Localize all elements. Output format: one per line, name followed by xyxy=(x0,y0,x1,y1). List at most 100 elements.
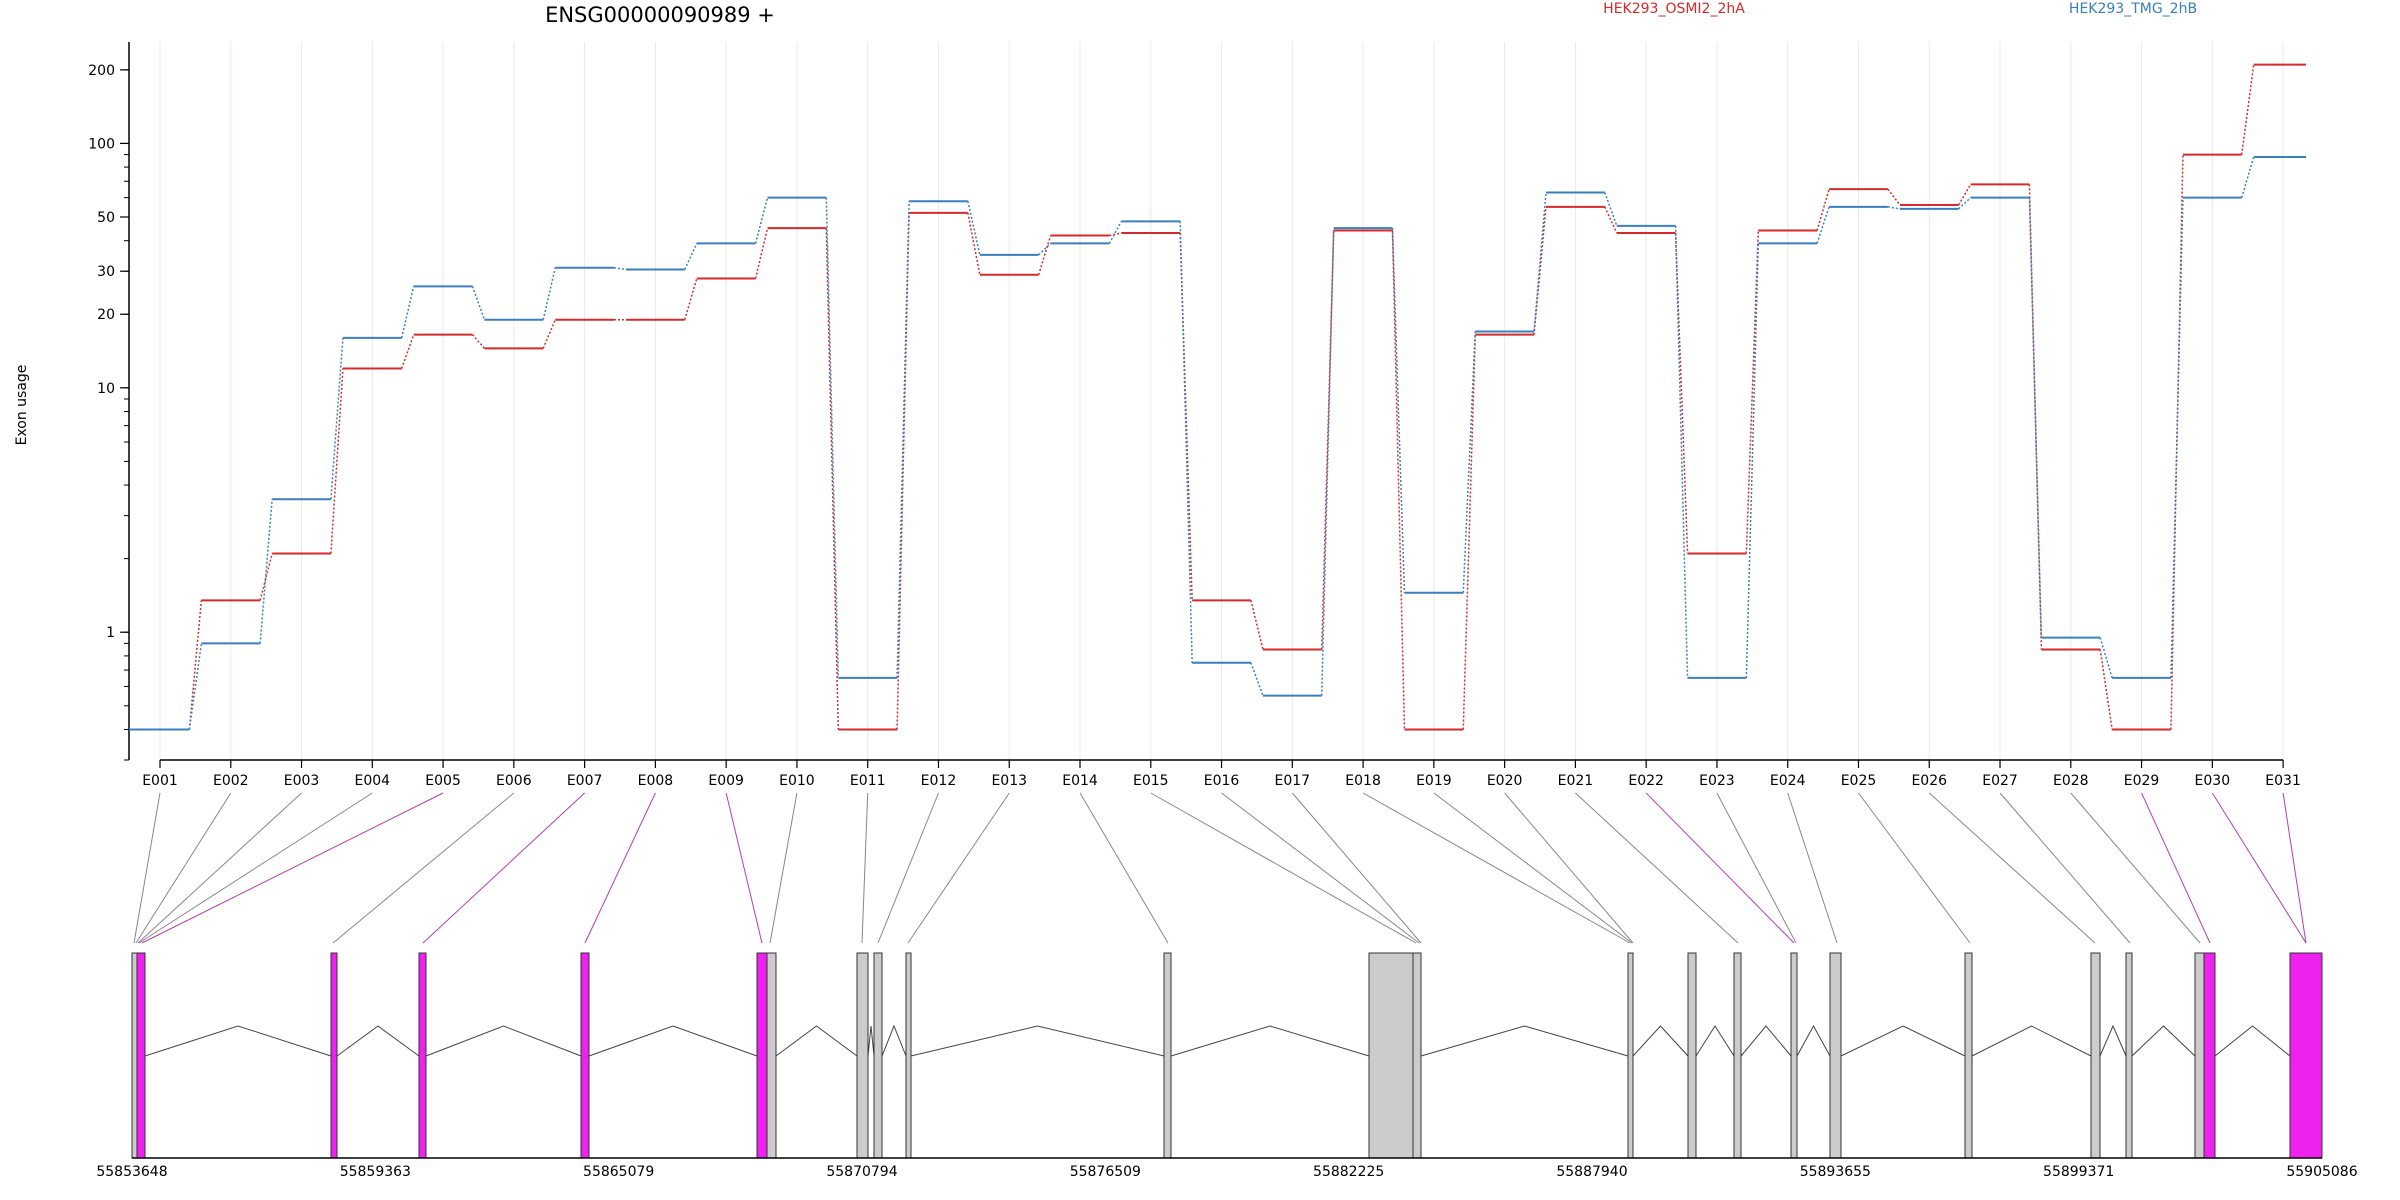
exon-block xyxy=(2090,952,2101,1159)
series-connector xyxy=(1745,243,1760,678)
intron-line xyxy=(1840,1025,1966,1057)
intron-line xyxy=(1632,1025,1689,1057)
exon-block xyxy=(1790,952,1798,1159)
exon-block xyxy=(766,952,777,1159)
exon-connector xyxy=(877,792,939,944)
exon-connector xyxy=(1362,792,1631,944)
series-connector xyxy=(1109,232,1122,237)
exon-connector xyxy=(2070,792,2201,944)
exon-connectors xyxy=(133,792,2307,944)
series-connector xyxy=(259,553,273,601)
intron-line xyxy=(1971,1025,2092,1057)
exon-block xyxy=(756,952,768,1159)
exon-block xyxy=(1412,952,1422,1159)
series-connector xyxy=(1320,228,1335,696)
series-connector xyxy=(471,334,486,349)
series-connector xyxy=(2240,64,2255,155)
series-connector xyxy=(825,228,840,730)
x-tick-label: E030 xyxy=(2195,773,2231,789)
y-tick-label: 20 xyxy=(97,307,115,323)
x-tick-label: E023 xyxy=(1699,773,1735,789)
genomic-tick-label: 55859363 xyxy=(340,1164,411,1180)
exon-connector xyxy=(422,792,585,944)
exon-connector xyxy=(2141,792,2211,944)
exon-connector xyxy=(725,792,763,944)
x-tick-label: E013 xyxy=(991,773,1027,789)
x-tick-label: E028 xyxy=(2053,773,2089,789)
intron-line xyxy=(588,1025,758,1057)
genomic-tick-label: 55853648 xyxy=(96,1164,167,1180)
series-connector xyxy=(1108,220,1123,244)
grid-lines xyxy=(159,42,2284,760)
series-connector xyxy=(896,201,910,678)
x-tick-label: E027 xyxy=(1982,773,2018,789)
genomic-tick-label: 55893655 xyxy=(1800,1164,1871,1180)
x-tick-label: E026 xyxy=(1911,773,1947,789)
series-connector xyxy=(1533,192,1547,332)
series-connector xyxy=(2170,197,2184,678)
x-tick-label: E022 xyxy=(1628,773,1664,789)
x-tick-label: E031 xyxy=(2265,773,2301,789)
series-connector xyxy=(1887,206,1900,210)
x-tick-label: E024 xyxy=(1770,773,1806,789)
intron-line xyxy=(881,1024,907,1057)
intron-line xyxy=(1170,1025,1370,1057)
series-connector xyxy=(542,319,556,349)
y-tick-label: 30 xyxy=(97,264,115,280)
genomic-tick-label: 55905086 xyxy=(2286,1164,2357,1180)
legend-label-series-2: HEK293_TMG_2hB xyxy=(2069,1,2197,17)
legend-label-series-1: HEK293_OSMI2_2hA xyxy=(1603,1,1745,17)
series-lines xyxy=(129,63,2306,731)
series-connector xyxy=(1179,232,1193,601)
series-connector xyxy=(1887,188,1901,206)
exon-connector xyxy=(141,792,444,944)
exon-connector xyxy=(1858,792,1971,944)
x-tick-label: E007 xyxy=(567,773,603,789)
series-connector xyxy=(2099,637,2113,679)
exon-connector xyxy=(1291,792,1422,944)
exon-block xyxy=(131,952,138,1159)
x-tick-label: E003 xyxy=(284,773,320,789)
exon-connector xyxy=(1645,792,1795,944)
exon-connector xyxy=(138,792,373,944)
x-tick-label: E018 xyxy=(1345,773,1381,789)
axes: 1 10 20 30 50 100 200 E001 E002 E003 E004 E005 E006 E… xyxy=(88,42,2301,789)
exon-connector xyxy=(1999,792,2131,944)
series-connector xyxy=(1250,600,1264,650)
genomic-tick-label: 55865079 xyxy=(583,1164,654,1180)
intron-line xyxy=(425,1025,582,1057)
series-connector xyxy=(1320,230,1335,650)
exon-connector xyxy=(332,792,515,944)
series-connector xyxy=(1604,192,1618,227)
series-connector xyxy=(1038,242,1052,256)
series-connector xyxy=(1958,197,1972,210)
y-tick-label: 200 xyxy=(88,63,115,79)
series-connector xyxy=(400,286,415,339)
series-connector xyxy=(2028,197,2043,638)
x-tick-label: E012 xyxy=(921,773,957,789)
exon-block xyxy=(418,952,427,1159)
series-connector xyxy=(1604,206,1618,234)
series-connector xyxy=(188,643,203,730)
genomic-tick-label: 55887940 xyxy=(1556,1164,1627,1180)
x-tick-label: E029 xyxy=(2124,773,2160,789)
x-tick-label: E020 xyxy=(1487,773,1523,789)
genomic-axis: 55853648 55859363 55865079 55870794 55876509… xyxy=(96,1157,2358,1180)
exon-block xyxy=(1687,952,1697,1159)
series-connector xyxy=(1957,183,1972,206)
exon-block xyxy=(905,952,912,1159)
x-tick-label: E005 xyxy=(425,773,461,789)
intron-line xyxy=(2214,1025,2291,1057)
exon-connector xyxy=(137,792,302,944)
x-tick-label: E004 xyxy=(355,773,391,789)
exon-block xyxy=(1964,952,1973,1159)
series-connector xyxy=(684,278,698,320)
x-tick-label: E002 xyxy=(213,773,249,789)
exon-connector xyxy=(1221,792,1420,944)
exon-connector xyxy=(584,792,656,944)
exon-block xyxy=(1733,952,1742,1159)
series-connector xyxy=(1816,206,1830,244)
x-tick-label: E025 xyxy=(1841,773,1877,789)
y-tick-label: 10 xyxy=(97,381,115,397)
x-tick-label: E008 xyxy=(638,773,674,789)
